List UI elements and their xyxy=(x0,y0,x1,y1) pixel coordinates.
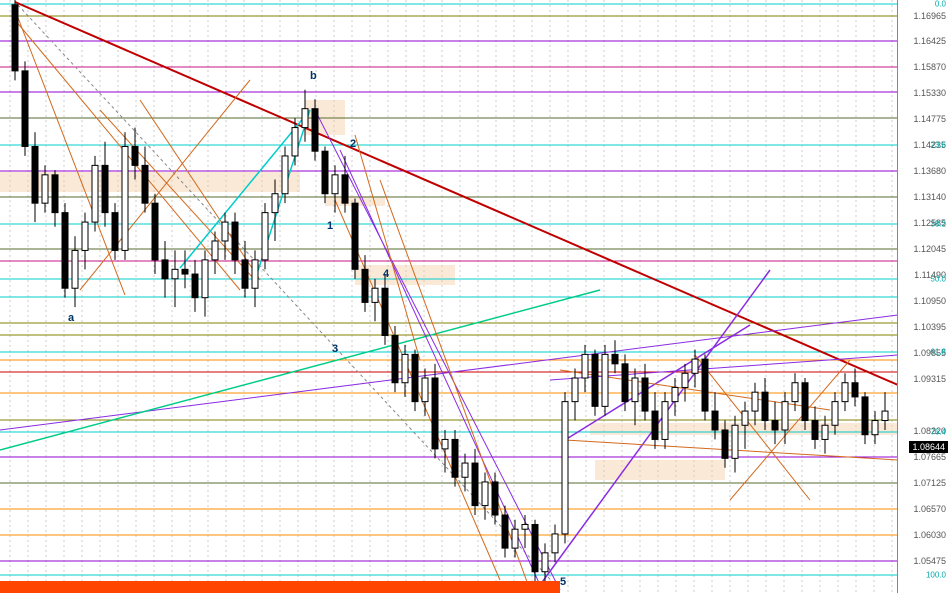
fib-level-label: 100.0 xyxy=(926,571,946,580)
wave-label: 5 xyxy=(560,576,566,588)
wave-label: b xyxy=(310,70,317,82)
bottom-zone-bar xyxy=(0,581,560,593)
fib-level-label: 61.8 xyxy=(930,348,946,357)
price-chart[interactable]: ab12345 1.08644 1.169651.164251.158701.1… xyxy=(0,0,948,593)
fib-level-label: 76.4 xyxy=(930,428,946,437)
y-axis-label: 1.09315 xyxy=(913,374,946,384)
wave-label: 2 xyxy=(350,138,356,150)
y-axis-label: 1.05475 xyxy=(913,556,946,566)
fib-level-label: 23.6 xyxy=(930,141,946,150)
y-axis-label: 1.07665 xyxy=(913,452,946,462)
y-axis-label: 1.06570 xyxy=(913,504,946,514)
price-axis: 1.08644 1.169651.164251.158701.153301.14… xyxy=(897,0,948,593)
wave-label: 4 xyxy=(383,268,389,280)
fib-level-label: 38.2 xyxy=(930,220,946,229)
wave-label: 3 xyxy=(332,343,338,355)
y-axis-label: 1.15870 xyxy=(913,62,946,72)
y-axis-label: 1.15330 xyxy=(913,88,946,98)
y-axis-label: 1.16965 xyxy=(913,11,946,21)
y-axis-label: 1.14775 xyxy=(913,114,946,124)
fib-level-label: 50.0 xyxy=(930,275,946,284)
y-axis-label: 1.07125 xyxy=(913,478,946,488)
y-axis-label: 1.06030 xyxy=(913,530,946,540)
y-axis-label: 1.13140 xyxy=(913,192,946,202)
y-axis-label: 1.16425 xyxy=(913,36,946,46)
candlesticks xyxy=(0,0,898,593)
y-axis-label: 1.12045 xyxy=(913,244,946,254)
wave-label: a xyxy=(68,312,74,324)
y-axis-label: 1.10950 xyxy=(913,296,946,306)
fib-level-label: 0.0 xyxy=(935,0,946,9)
y-axis-label: 1.13680 xyxy=(913,166,946,176)
chart-plot-area[interactable]: a b 1 2 3 4 5 xyxy=(0,0,898,593)
wave-label: 1 xyxy=(327,220,333,232)
y-axis-label: 1.10395 xyxy=(913,322,946,332)
